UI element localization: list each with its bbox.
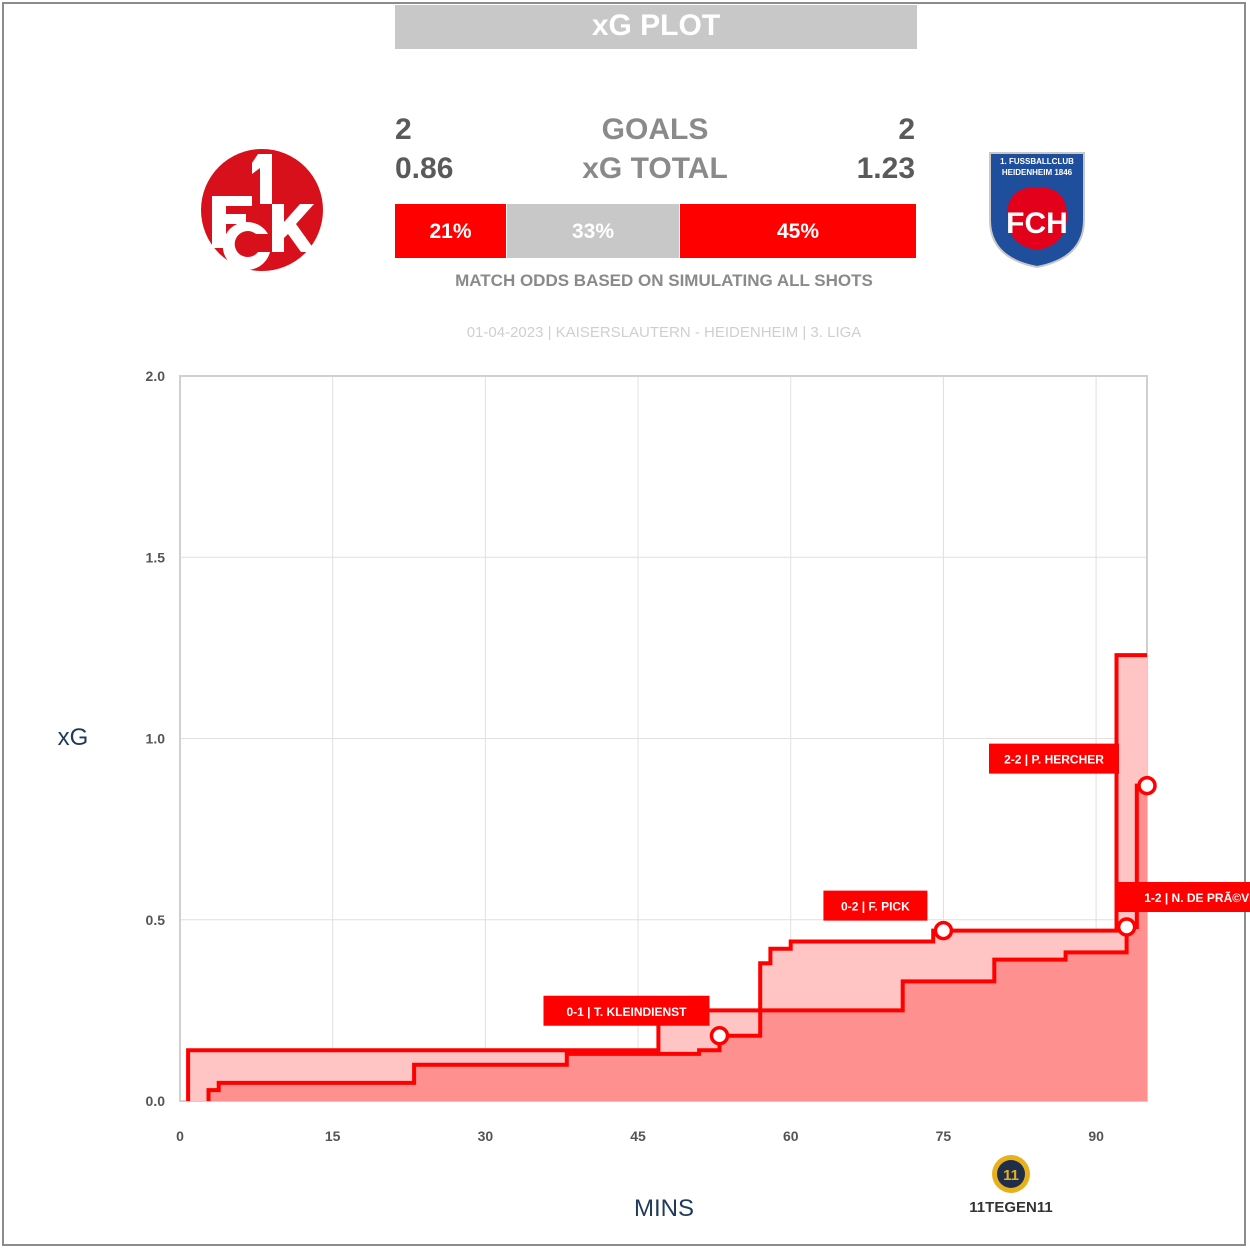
chart-lines xyxy=(186,653,1147,1101)
x-tick-label: 15 xyxy=(325,1128,341,1144)
away-xg-total: 1.23 xyxy=(856,152,915,185)
away-logo-top-text: 1. FUSSBALLCLUB xyxy=(1000,157,1074,166)
goal-marker xyxy=(1137,775,1157,796)
home-logo-text: 1FCK xyxy=(261,269,264,271)
x-tick-label: 0 xyxy=(176,1128,184,1144)
goal-label-box xyxy=(989,743,1119,774)
x-tick-label: 60 xyxy=(783,1128,799,1144)
brand-text: 11TEGEN11 xyxy=(969,1199,1052,1216)
y-tick-label: 0.5 xyxy=(146,912,166,928)
goal-label: 1-2 | N. DE PRÃ©VILLE xyxy=(1144,890,1250,905)
away-win-odds: 45% xyxy=(680,204,916,258)
x-tick-label: 45 xyxy=(630,1128,646,1144)
goal-label: 0-2 | F. PICK xyxy=(841,900,910,914)
goal-label: 2-2 | P. HERCHER xyxy=(1004,753,1104,767)
goal-marker xyxy=(933,920,954,941)
home-win-odds: 21% xyxy=(395,204,506,258)
away-logo-mid-text: HEIDENHEIM 1846 xyxy=(1002,168,1073,177)
y-tick-label: 1.0 xyxy=(146,731,166,747)
goals-label: GOALS xyxy=(601,113,709,146)
home-team-logo: 1FCK xyxy=(201,149,323,271)
y-tick-label: 2.0 xyxy=(146,368,166,384)
away-xg-area xyxy=(208,785,1147,1101)
home-xg-line xyxy=(186,653,1147,1101)
chart-goals: 0-1 | T. KLEINDIENST 0-2 | F. PICK 1-2 | N… xyxy=(543,743,1250,1046)
away-goals: 2 xyxy=(898,113,915,146)
goal-marker xyxy=(1116,917,1137,937)
chart-ticks: 0 15 30 45 60 75 90 0.0 0.5 1.0 1.5 2.0 xyxy=(146,368,1105,1144)
svg-text:11: 11 xyxy=(1003,1167,1019,1184)
y-axis-title: xG xyxy=(58,724,89,751)
home-xg-total: 0.86 xyxy=(395,152,454,185)
draw-odds: 33% xyxy=(507,204,679,258)
y-tick-label: 1.5 xyxy=(146,549,166,565)
goal-label-box xyxy=(1116,882,1250,912)
away-logo-inner xyxy=(1007,187,1067,250)
match-meta: 01-04-2023 | KAISERSLAUTERN - HEIDENHEIM… xyxy=(466,324,862,341)
x-tick-label: 90 xyxy=(1088,1128,1104,1144)
goal-label-box xyxy=(543,995,710,1026)
home-goals: 2 xyxy=(395,113,412,146)
goal-marker xyxy=(709,1026,730,1046)
away-team-logo: 1. FUSSBALLCLUB HEIDENHEIM 1846 FCH xyxy=(989,152,1085,269)
xg-total-label: xG TOTAL xyxy=(582,152,728,185)
away-logo-main-text: FCH xyxy=(1006,207,1068,240)
x-axis-title: MINS xyxy=(634,1195,694,1222)
home-logo-letters xyxy=(212,154,316,270)
away-xg-line xyxy=(206,783,1147,1101)
page-title: xG PLOT xyxy=(395,5,917,49)
x-tick-label: 75 xyxy=(936,1128,952,1144)
brand-logo: 11 11TEGEN11 xyxy=(969,1155,1053,1216)
x-tick-label: 30 xyxy=(478,1128,494,1144)
y-tick-label: 0.0 xyxy=(146,1093,166,1109)
goal-label-box xyxy=(823,890,928,921)
odds-note: MATCH ODDS BASED ON SIMULATING ALL SHOTS xyxy=(455,271,873,290)
chart-areas xyxy=(188,655,1148,1101)
goal-label: 0-1 | T. KLEINDIENST xyxy=(566,1005,687,1019)
